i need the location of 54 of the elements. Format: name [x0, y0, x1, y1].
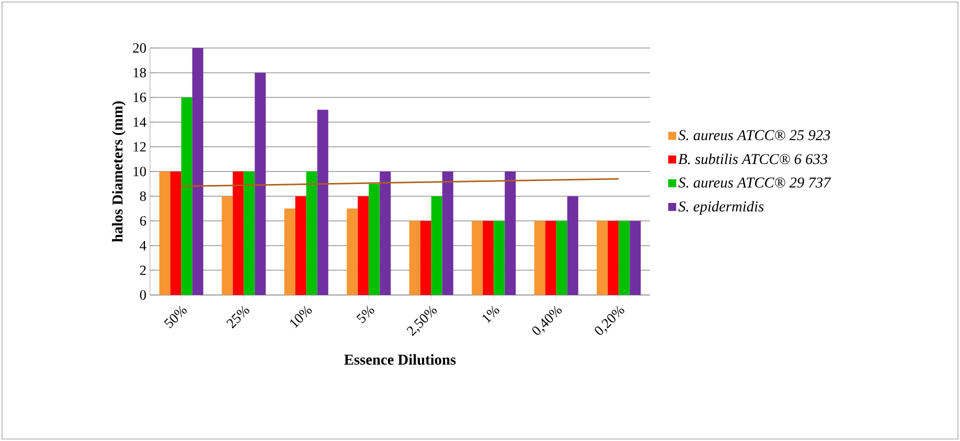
bar — [420, 220, 432, 295]
legend-label: B. subtilis ATCC® 6 633 — [678, 154, 828, 164]
x-tick-label: 10% — [290, 306, 312, 328]
legend-label: S. epidermidis — [678, 200, 764, 215]
bar — [222, 196, 233, 295]
bar — [159, 171, 170, 295]
x-tick-label: 25% — [226, 306, 250, 329]
bar — [567, 196, 578, 295]
bar — [368, 184, 380, 295]
y-tick-label: 16 — [134, 92, 146, 102]
bar — [254, 72, 266, 295]
y-tick-label: 6 — [140, 216, 146, 226]
bar — [494, 220, 505, 295]
y-tick-label: 2 — [140, 266, 146, 275]
bar — [317, 110, 328, 295]
y-tick-label: 18 — [134, 68, 146, 78]
y-tick-label: 8 — [140, 191, 146, 201]
bar — [482, 220, 494, 295]
x-axis-title: Essence Dilutions — [344, 354, 456, 365]
x-tick-label: 1% — [482, 306, 500, 324]
bar — [472, 220, 483, 295]
y-tick-label: 20 — [133, 43, 146, 53]
bar — [618, 220, 630, 295]
bar — [170, 171, 182, 295]
bar — [181, 97, 192, 295]
legend-label: S. aureus ATCC® 25 923 — [678, 130, 830, 140]
y-tick-label: 12 — [134, 142, 146, 152]
bar — [346, 208, 358, 295]
bar — [534, 220, 546, 295]
bar — [442, 171, 454, 295]
x-tick-label: 50% — [164, 306, 187, 328]
bar — [596, 220, 608, 295]
bar — [431, 196, 442, 295]
bar — [306, 171, 318, 295]
bar — [232, 171, 244, 295]
bar — [409, 220, 420, 295]
y-axis-title: halos Diameters (mm) — [112, 101, 126, 242]
bar — [608, 220, 619, 295]
legend-label: S. aureus ATCC® 29 737 — [678, 177, 832, 188]
bar — [358, 196, 369, 295]
y-tick-label: 4 — [140, 240, 146, 250]
bar — [630, 220, 641, 295]
x-tick-label: 5% — [356, 306, 374, 324]
bar — [545, 220, 556, 295]
bar — [504, 171, 516, 295]
bar — [244, 171, 255, 295]
bar — [295, 196, 306, 295]
bar — [556, 220, 568, 295]
bar — [192, 48, 204, 295]
bar — [284, 208, 296, 295]
y-tick-label: 0 — [140, 290, 146, 300]
y-tick-label: 14 — [134, 117, 146, 127]
bar — [380, 171, 391, 295]
y-tick-label: 10 — [134, 166, 146, 176]
